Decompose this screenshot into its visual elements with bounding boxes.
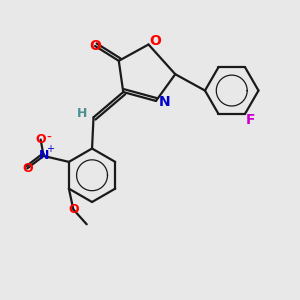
Text: O: O (35, 133, 46, 146)
Text: -: - (46, 131, 51, 145)
Text: +: + (46, 144, 54, 154)
Text: H: H (77, 107, 87, 120)
Text: F: F (246, 113, 255, 127)
Text: O: O (68, 203, 79, 216)
Text: O: O (149, 34, 161, 48)
Text: O: O (22, 162, 33, 175)
Text: O: O (89, 39, 101, 53)
Text: N: N (38, 149, 49, 162)
Text: N: N (158, 95, 170, 110)
